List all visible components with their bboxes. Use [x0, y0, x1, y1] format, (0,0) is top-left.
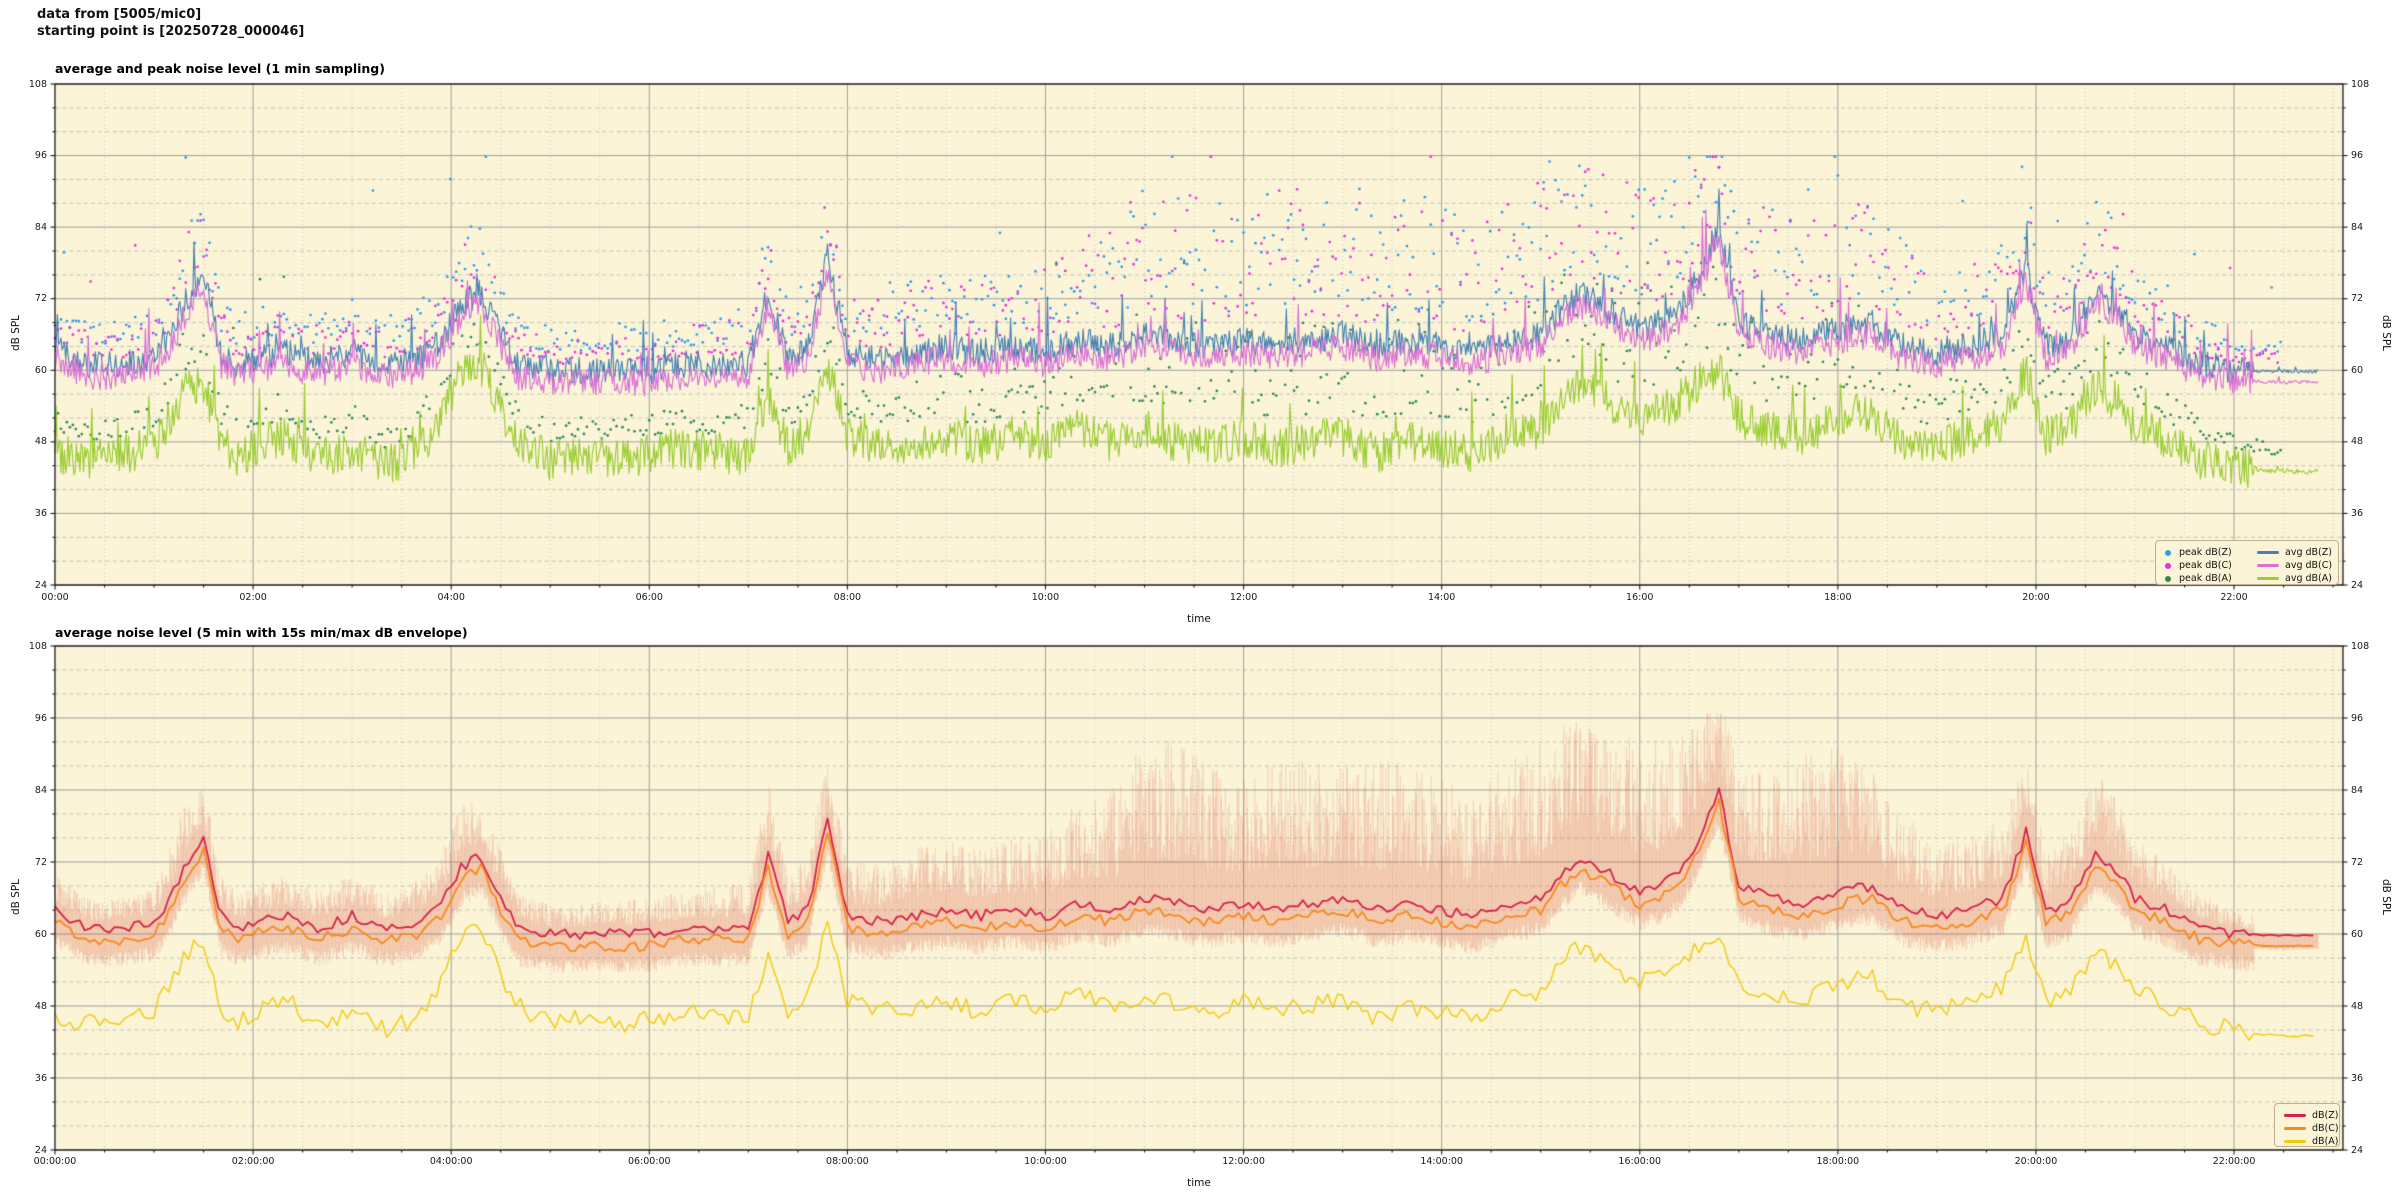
x-tick-label: 14:00 — [1427, 592, 1456, 603]
chart2-ylabel-left: dB SPL — [10, 878, 22, 916]
legend-label: dB(Z) — [2312, 1110, 2339, 1121]
y-tick-label-right: 60 — [2351, 928, 2364, 940]
legend-line-swatch-icon — [2257, 563, 2279, 568]
legend-line-swatch-icon — [2284, 1113, 2306, 1118]
chart1-ylabel-left: dB SPL — [10, 314, 22, 352]
x-tick-label: 16:00 — [1626, 592, 1654, 603]
y-tick-label: 60 — [34, 364, 47, 376]
y-tick-label-right: 48 — [2351, 1000, 2364, 1012]
y-tick-label-right: 108 — [2351, 78, 2370, 90]
x-tick-label: 04:00:00 — [429, 1156, 473, 1167]
y-tick-label-right: 84 — [2351, 784, 2364, 796]
x-tick-label: 12:00:00 — [1222, 1156, 1265, 1167]
y-tick-label: 96 — [34, 150, 47, 162]
legend-line-swatch-icon — [2257, 576, 2279, 581]
chart1-ylabel-right: dB SPL — [2380, 314, 2392, 352]
legend-item: avg dB(Z) — [2257, 546, 2332, 559]
y-tick-label: 60 — [34, 928, 47, 940]
chart1-legend: peak dB(Z) peak dB(C) peak dB(A) avg dB(Z) a… — [2155, 540, 2339, 585]
y-tick-label-right: 36 — [2351, 1072, 2364, 1084]
legend-item: dB(C) — [2284, 1122, 2339, 1135]
header-line2: starting point is [20250728_000046] — [37, 24, 305, 39]
y-tick-label: 48 — [34, 1000, 47, 1012]
x-tick-label: 04:00 — [437, 592, 465, 603]
legend-dot-marker-icon — [2165, 562, 2171, 569]
header-line1: data from [5005/mic0] — [37, 7, 202, 22]
y-tick-label-right: 24 — [2351, 1144, 2364, 1156]
y-tick-label: 84 — [34, 221, 47, 233]
x-tick-label: 16:00:00 — [1618, 1156, 1662, 1167]
y-tick-label: 72 — [34, 856, 47, 868]
x-tick-label: 00:00 — [41, 592, 69, 603]
x-tick-label: 10:00:00 — [1024, 1156, 1067, 1167]
legend-dot-marker-icon — [2165, 575, 2171, 582]
y-tick-label-right: 72 — [2351, 856, 2364, 868]
y-tick-label: 84 — [34, 784, 47, 796]
chart2-ylabel-right: dB SPL — [2380, 878, 2392, 916]
y-tick-label: 72 — [34, 293, 47, 305]
legend-label: dB(A) — [2312, 1136, 2339, 1147]
y-tick-label-right: 96 — [2351, 150, 2364, 162]
y-tick-label-right: 96 — [2351, 712, 2364, 724]
y-tick-label-right: 72 — [2351, 293, 2364, 305]
legend-label: dB(C) — [2312, 1123, 2339, 1134]
x-tick-label: 22:00 — [2220, 592, 2248, 603]
legend-item: dB(Z) — [2284, 1109, 2338, 1122]
y-tick-label: 24 — [34, 579, 47, 591]
y-tick-label-right: 108 — [2351, 640, 2370, 652]
y-tick-label: 108 — [28, 78, 47, 90]
x-tick-label: 06:00 — [635, 592, 663, 603]
x-tick-label: 00:00:00 — [33, 1156, 77, 1167]
x-tick-label: 10:00 — [1031, 592, 1060, 603]
chart2-xlabel: time — [1187, 1177, 1211, 1189]
y-tick-label: 96 — [34, 712, 47, 724]
legend-item: peak dB(A) — [2165, 572, 2232, 585]
y-tick-label: 48 — [34, 436, 47, 448]
legend-item: peak dB(C) — [2165, 559, 2232, 572]
y-tick-label-right: 48 — [2351, 436, 2364, 448]
legend-label: avg dB(A) — [2285, 573, 2332, 584]
y-tick-label-right: 24 — [2351, 579, 2364, 591]
legend-line-swatch-icon — [2284, 1126, 2306, 1131]
chart1-xlabel: time — [1187, 613, 1211, 625]
x-tick-label: 02:00 — [239, 592, 267, 603]
chart2-title: average noise level (5 min with 15s min/… — [55, 625, 468, 640]
legend-item: peak dB(Z) — [2165, 546, 2232, 559]
legend-line-swatch-icon — [2257, 550, 2279, 555]
legend-label: avg dB(Z) — [2285, 547, 2332, 558]
legend-item: avg dB(A) — [2257, 572, 2332, 585]
legend-label: peak dB(Z) — [2179, 547, 2232, 558]
chart2-legend: dB(Z) dB(C) dB(A) — [2274, 1103, 2340, 1147]
chart1-title: average and peak noise level (1 min samp… — [55, 61, 385, 76]
legend-dot-marker-icon — [2165, 549, 2171, 556]
y-tick-label-right: 84 — [2351, 221, 2364, 233]
x-tick-label: 20:00:00 — [2014, 1156, 2058, 1167]
y-tick-label-right: 60 — [2351, 364, 2364, 376]
x-tick-label: 08:00:00 — [826, 1156, 869, 1167]
legend-label: peak dB(C) — [2179, 560, 2232, 571]
y-tick-label: 24 — [34, 1144, 47, 1156]
legend-item: dB(A) — [2284, 1135, 2338, 1148]
y-tick-label: 36 — [34, 507, 47, 519]
x-tick-label: 22:00:00 — [2212, 1156, 2256, 1167]
y-tick-label: 36 — [34, 1072, 47, 1084]
legend-line-swatch-icon — [2284, 1139, 2306, 1144]
y-tick-label-right: 36 — [2351, 507, 2364, 519]
legend-label: avg dB(C) — [2285, 560, 2333, 571]
x-tick-label: 18:00:00 — [1816, 1156, 1860, 1167]
x-tick-label: 18:00 — [1824, 592, 1852, 603]
x-tick-label: 06:00:00 — [627, 1156, 671, 1167]
y-tick-label: 108 — [28, 640, 47, 652]
x-tick-label: 02:00:00 — [231, 1156, 275, 1167]
x-tick-label: 20:00 — [2022, 592, 2050, 603]
x-tick-label: 08:00 — [833, 592, 862, 603]
x-tick-label: 12:00 — [1229, 592, 1258, 603]
legend-item: avg dB(C) — [2257, 559, 2332, 572]
x-tick-label: 14:00:00 — [1420, 1156, 1463, 1167]
legend-label: peak dB(A) — [2179, 573, 2232, 584]
